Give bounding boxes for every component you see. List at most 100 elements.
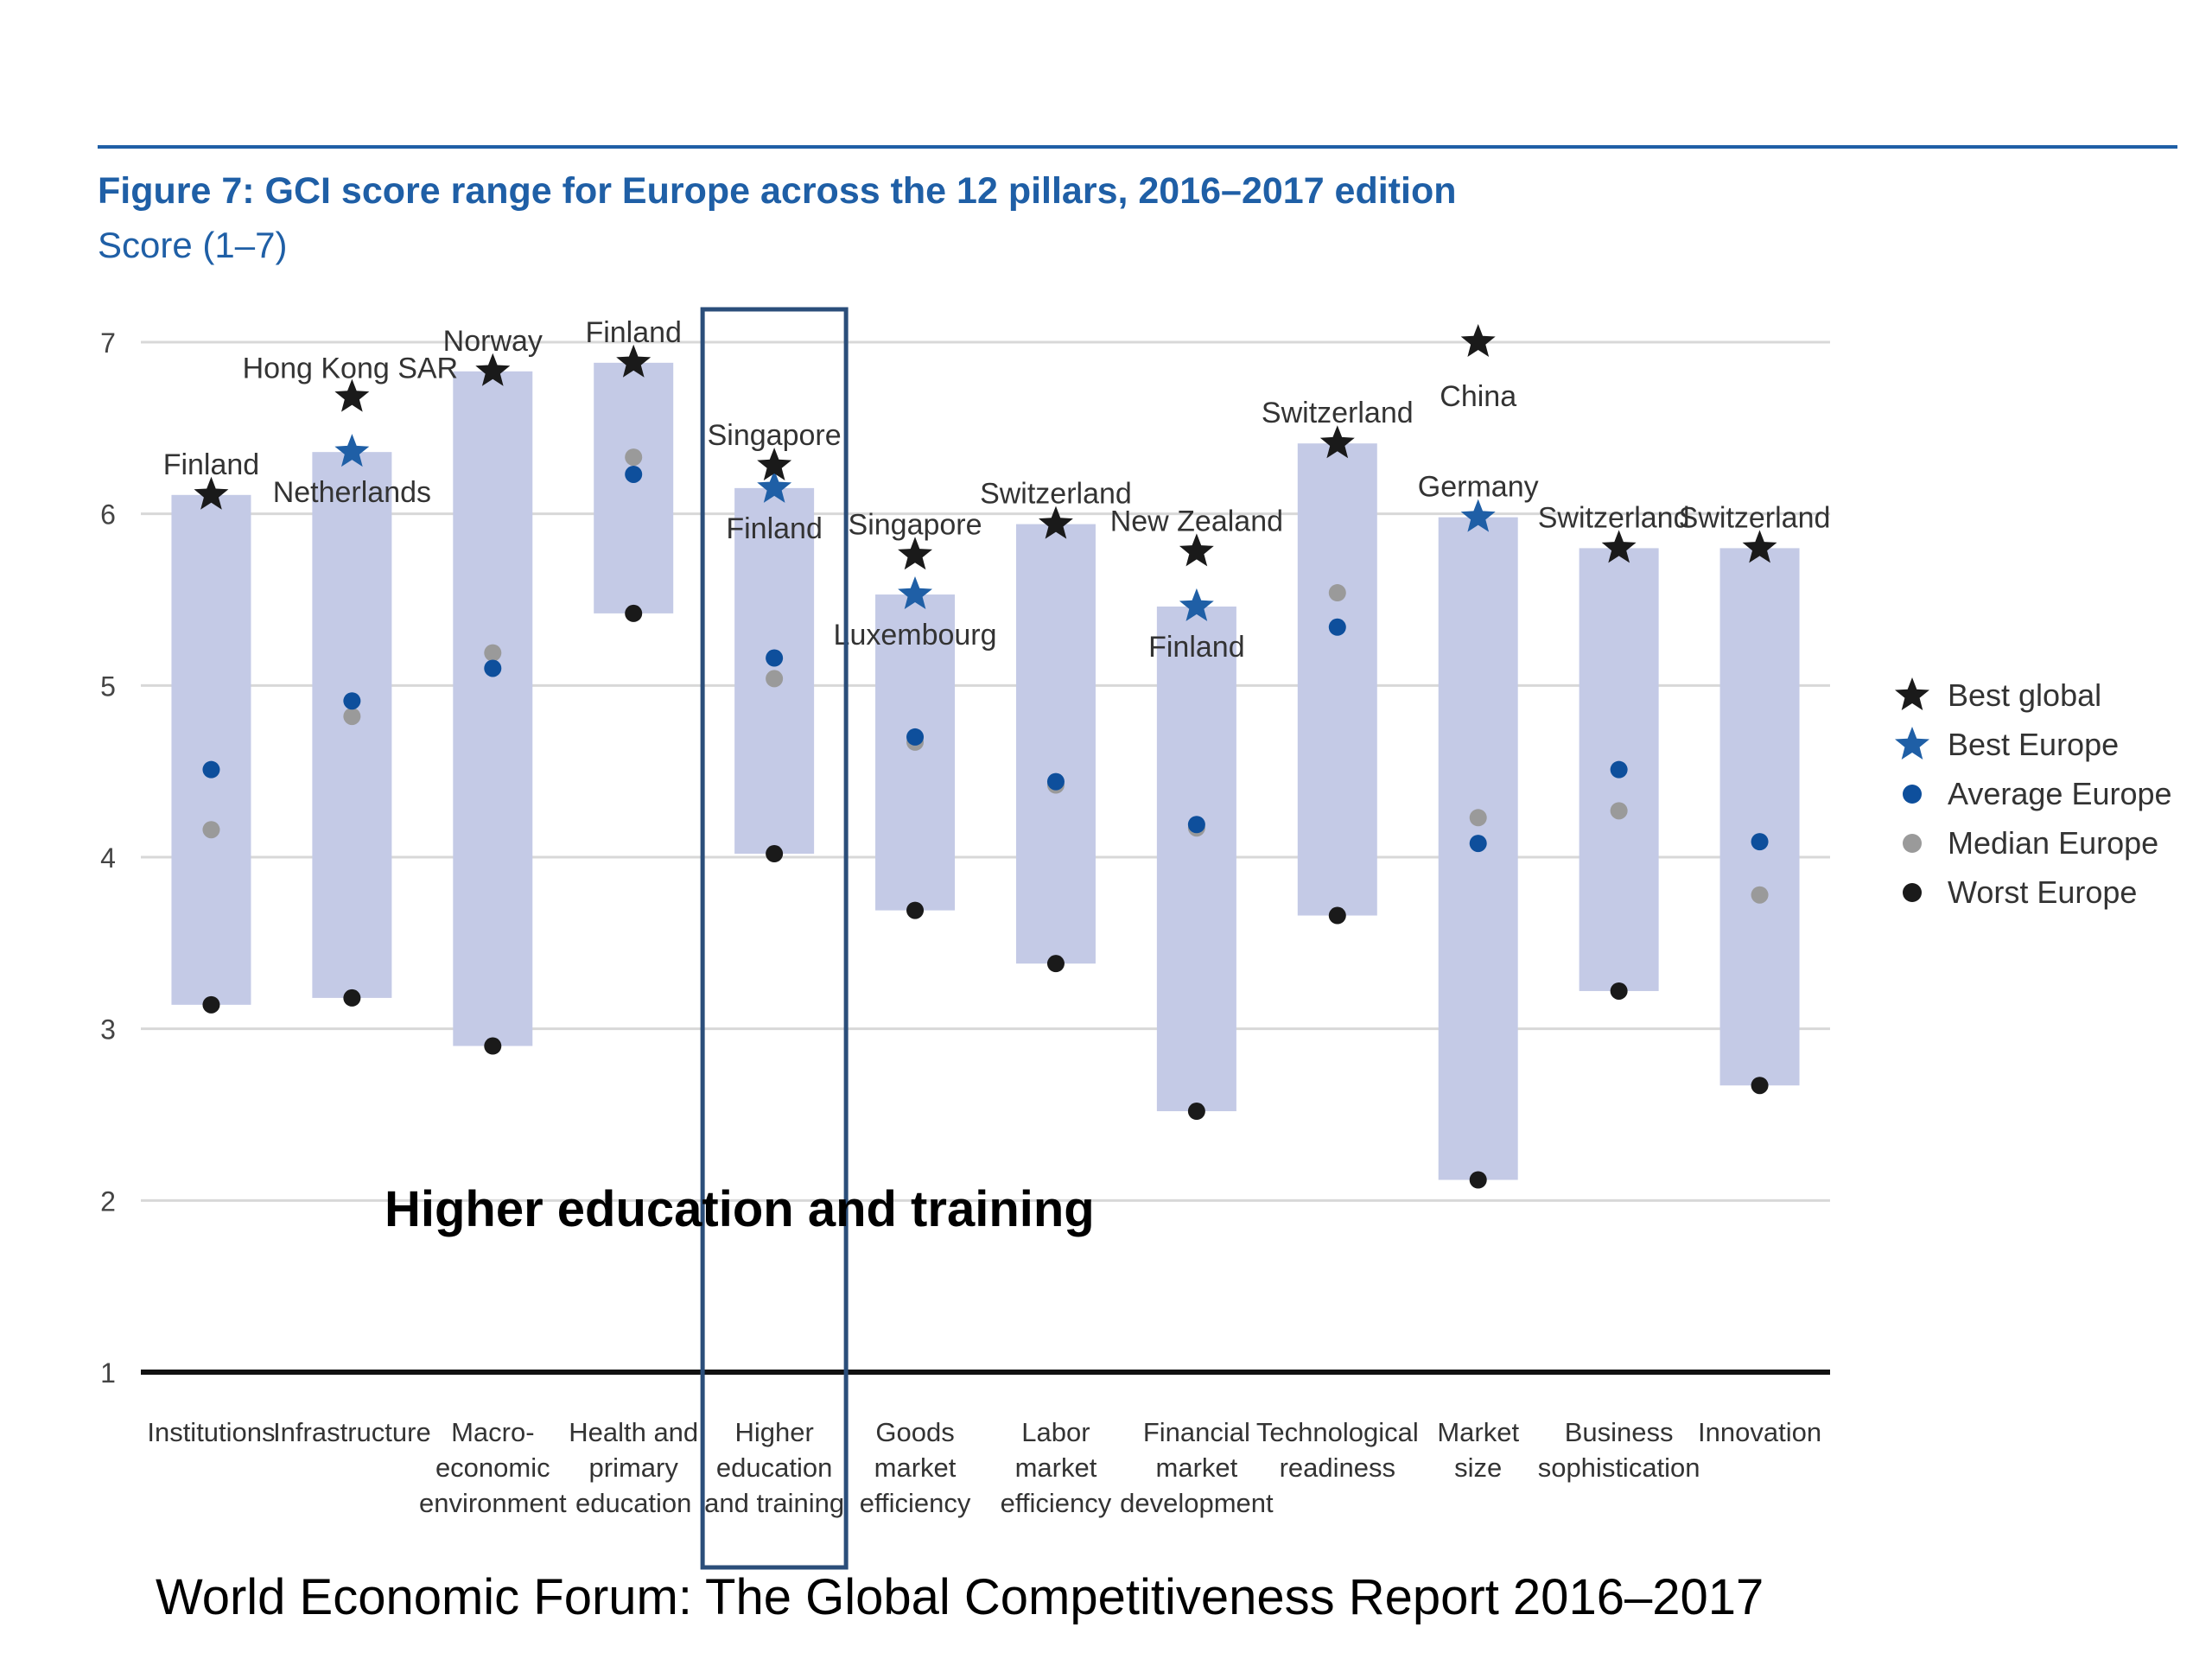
best-global-point: [898, 537, 932, 570]
x-category-label: readiness: [1280, 1452, 1395, 1483]
country-annotation: China: [1440, 380, 1516, 413]
median-europe-point: [1469, 809, 1487, 827]
x-category-label: Business: [1565, 1417, 1674, 1447]
country-annotation: Germany: [1418, 471, 1539, 504]
average-europe-point: [202, 760, 220, 779]
x-category-label: market: [1015, 1452, 1097, 1483]
country-annotation: Switzerland: [1538, 501, 1690, 534]
highlight-box: [700, 307, 849, 1570]
x-category-label: market: [874, 1452, 957, 1483]
x-category-label: environment: [419, 1488, 567, 1518]
worst-europe-point: [1328, 906, 1346, 925]
country-annotation: Norway: [443, 325, 543, 358]
country-annotation: Singapore: [849, 508, 982, 541]
worst-europe-point: [906, 901, 925, 919]
legend-label: Best global: [1948, 677, 2101, 713]
legend-label: Best Europe: [1948, 727, 2119, 762]
legend-marker-icon: [1903, 834, 1922, 853]
average-europe-point: [1046, 772, 1065, 791]
average-europe-point: [1751, 833, 1769, 851]
best-europe-point: [1460, 499, 1496, 532]
y-tick-label: 1: [100, 1357, 116, 1389]
legend-marker-icon: [1903, 785, 1922, 804]
median-europe-point: [1610, 802, 1628, 820]
average-europe-point: [625, 465, 643, 483]
average-europe-point: [766, 649, 784, 667]
country-annotation: Switzerland: [1262, 397, 1414, 429]
best-global-point: [1742, 530, 1777, 563]
y-tick-label: 2: [100, 1185, 116, 1217]
range-bar: [1719, 548, 1800, 1086]
legend-marker-icon: [1903, 883, 1922, 902]
average-europe-point: [1328, 618, 1346, 636]
country-annotation: Singapore: [708, 419, 842, 452]
highlight-label: Higher education and training: [385, 1181, 1095, 1237]
country-annotation: Switzerland: [980, 478, 1132, 511]
average-europe-point: [343, 692, 361, 710]
y-tick-label: 5: [100, 671, 116, 702]
best-global-point: [475, 353, 511, 386]
x-category-label: Goods: [875, 1417, 954, 1447]
range-bar: [594, 362, 674, 613]
range-bar: [171, 494, 251, 1005]
best-europe-point: [898, 576, 932, 609]
x-category-label: Macro-: [451, 1417, 534, 1447]
best-global-point: [194, 476, 229, 510]
y-tick-label: 7: [100, 327, 116, 359]
legend-best-europe-icon: [1895, 727, 1929, 760]
x-category-label: Labor: [1021, 1417, 1090, 1447]
best-global-point: [1601, 530, 1637, 563]
x-category-label: size: [1454, 1452, 1502, 1483]
worst-europe-point: [484, 1037, 502, 1055]
best-europe-point: [334, 434, 370, 467]
worst-europe-point: [625, 604, 643, 622]
median-europe-point: [625, 448, 643, 467]
x-category-label: primary: [589, 1452, 679, 1483]
best-global-point: [1179, 533, 1214, 567]
median-europe-point: [202, 821, 220, 839]
x-category-label: Infrastructure: [273, 1417, 431, 1447]
x-category-label: Innovation: [1698, 1417, 1821, 1447]
x-category-label: Health and: [569, 1417, 698, 1447]
legend-label: Median Europe: [1948, 825, 2158, 861]
average-europe-point: [906, 728, 925, 746]
legend: Best global Best Europe Average Europe Medi…: [1895, 677, 2172, 910]
x-category-label: efficiency: [1001, 1488, 1112, 1518]
x-category-label: economic: [435, 1452, 550, 1483]
source-note: World Economic Forum: The Global Competi…: [156, 1569, 1764, 1625]
chart-subtitle: Score (1–7): [98, 225, 287, 265]
country-annotation: Hong Kong SAR: [243, 353, 459, 385]
best-europe-point: [1179, 588, 1214, 621]
x-category-label: education: [716, 1452, 832, 1483]
x-category-label: Institutions: [147, 1417, 275, 1447]
median-europe-point: [343, 708, 361, 726]
country-annotation: Netherlands: [273, 476, 431, 509]
chart-title: Figure 7: GCI score range for Europe acr…: [98, 170, 1456, 212]
y-tick-label: 4: [100, 842, 116, 874]
x-category-label: Higher: [734, 1417, 813, 1447]
range-bar: [875, 594, 956, 911]
x-category-label: education: [575, 1488, 691, 1518]
range-bar: [1015, 524, 1096, 964]
median-europe-point: [1751, 886, 1769, 904]
x-category-label: and training: [704, 1488, 844, 1518]
country-annotation: Finland: [726, 512, 823, 545]
best-global-point: [616, 344, 652, 378]
x-category-label: development: [1120, 1488, 1274, 1518]
best-global-point: [757, 448, 792, 480]
best-global-point: [334, 378, 370, 412]
country-annotation: Luxembourg: [834, 619, 997, 652]
best-europe-point: [757, 469, 792, 503]
legend-label: Average Europe: [1948, 776, 2172, 811]
worst-europe-point: [1046, 955, 1065, 973]
range-bar: [453, 371, 533, 1046]
median-europe-point: [766, 670, 784, 688]
worst-europe-point: [343, 988, 361, 1007]
country-annotation: Switzerland: [1679, 501, 1831, 534]
average-europe-point: [1187, 816, 1205, 834]
worst-europe-point: [1469, 1171, 1487, 1189]
country-annotation: Finland: [1148, 631, 1245, 664]
x-category-label: efficiency: [860, 1488, 971, 1518]
y-tick-label: 3: [100, 1014, 116, 1046]
